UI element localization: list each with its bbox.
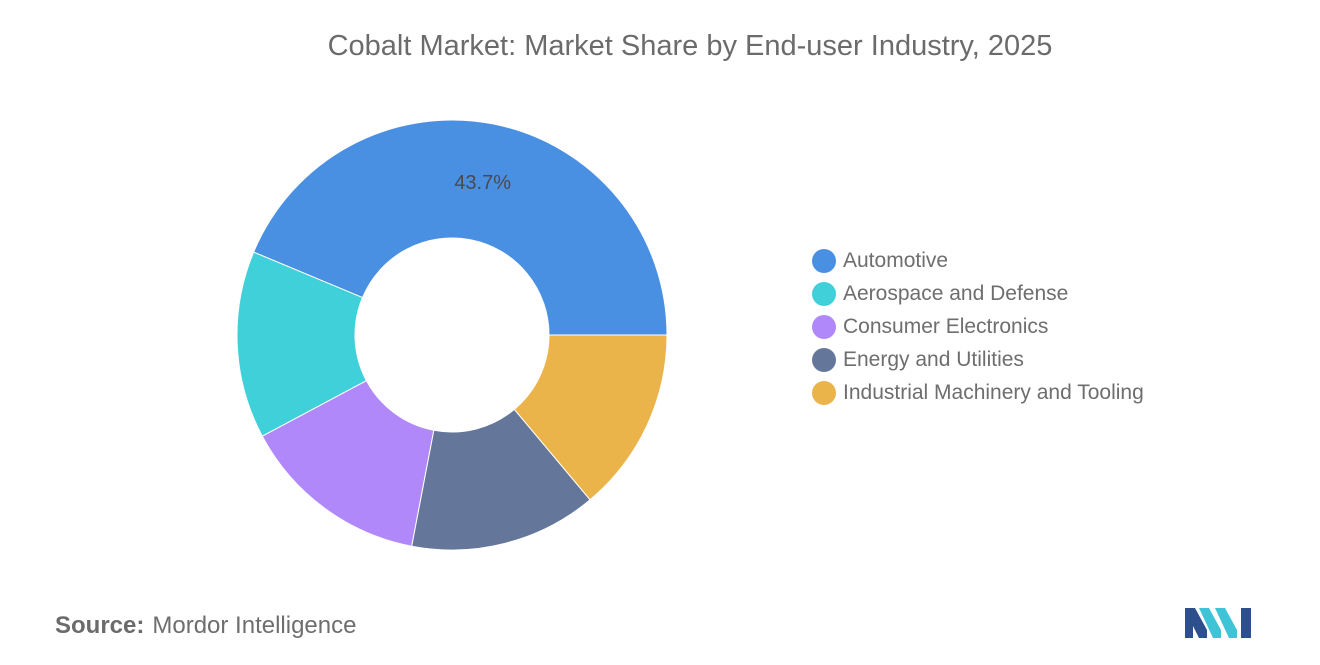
data-label: 43.7% xyxy=(454,172,511,194)
slice-aerospace-and-defense xyxy=(236,251,368,437)
legend-label: Industrial Machinery and Tooling xyxy=(843,380,1144,404)
legend-swatch xyxy=(812,281,836,306)
legend-swatch xyxy=(812,347,836,372)
legend-swatch xyxy=(812,314,836,339)
slice-energy-and-utilities xyxy=(411,408,591,551)
legend-label: Energy and Utilities xyxy=(843,347,1024,371)
legend-label: Consumer Electronics xyxy=(843,314,1049,338)
slice-automotive xyxy=(252,119,668,336)
chart-title: Cobalt Market: Market Share by End-user … xyxy=(327,30,1053,62)
source-value: Mordor Intelligence xyxy=(152,612,357,639)
legend-swatch xyxy=(812,248,836,273)
legend-item: Aerospace and Defense xyxy=(812,277,1144,310)
slice-industrial-machinery-and-tooling xyxy=(513,334,668,501)
legend-item: Consumer Electronics xyxy=(812,310,1144,343)
mordor-logo-icon xyxy=(1185,608,1251,638)
legend-label: Automotive xyxy=(843,248,949,272)
legend-label: Aerospace and Defense xyxy=(843,281,1069,305)
slice-consumer-electronics xyxy=(261,379,435,547)
source-label: Source: xyxy=(55,612,145,639)
source-note: Source: Mordor Intelligence xyxy=(55,612,356,640)
legend-item: Industrial Machinery and Tooling xyxy=(812,376,1144,409)
legend-swatch xyxy=(812,380,836,405)
legend: Automotive Aerospace and Defense Consumer … xyxy=(812,244,1144,409)
legend-item: Automotive xyxy=(812,244,1144,277)
legend-item: Energy and Utilities xyxy=(812,343,1144,376)
